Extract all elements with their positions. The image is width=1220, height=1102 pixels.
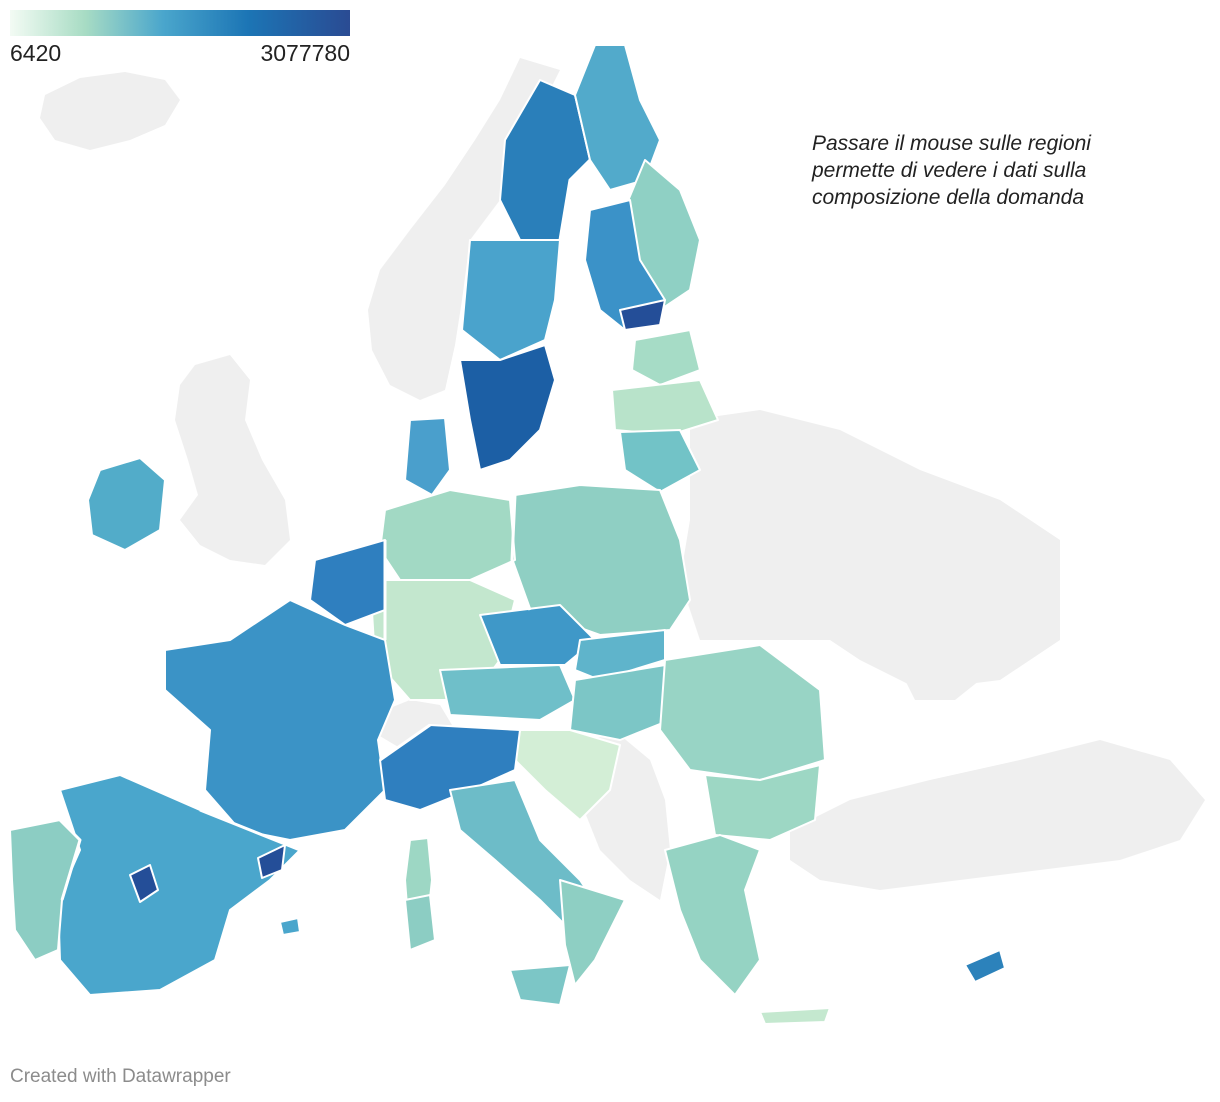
- region-bulgaria[interactable]: [704, 764, 821, 841]
- region-italy-north[interactable]: [379, 724, 521, 811]
- region-cyprus[interactable]: [964, 949, 1006, 983]
- region-france[interactable]: [164, 599, 396, 841]
- region-crete[interactable]: [759, 1007, 831, 1025]
- region-austria[interactable]: [439, 664, 576, 721]
- region-latvia[interactable]: [611, 379, 719, 436]
- legend-gradient-bar: [10, 10, 350, 36]
- region-lithuania[interactable]: [619, 429, 701, 493]
- region-sweden-central[interactable]: [461, 239, 561, 361]
- turkey: [790, 740, 1205, 890]
- region-sardinia[interactable]: [404, 894, 436, 951]
- region-estonia[interactable]: [631, 329, 701, 386]
- region-romania[interactable]: [659, 644, 826, 781]
- map-annotation: Passare il mouse sulle regioni permette …: [812, 132, 1091, 209]
- credit-text: Created with Datawrapper: [10, 1066, 231, 1087]
- region-italy-south[interactable]: [559, 879, 626, 986]
- eu-regions[interactable]: [9, 44, 1006, 1025]
- region-sicily[interactable]: [509, 964, 571, 1006]
- region-balearics[interactable]: [279, 917, 301, 936]
- country-borders: [58, 158, 592, 901]
- region-sweden-south[interactable]: [459, 344, 556, 471]
- region-greece[interactable]: [664, 834, 761, 996]
- crimea: [900, 660, 980, 700]
- eastern-europe: [680, 410, 1060, 690]
- region-denmark[interactable]: [404, 417, 451, 496]
- region-benelux[interactable]: [309, 539, 386, 626]
- region-germany-north[interactable]: [379, 489, 516, 581]
- region-barcelona[interactable]: [257, 844, 286, 879]
- legend-labels: 6420 3077780: [10, 40, 350, 67]
- legend-min-label: 6420: [10, 40, 62, 66]
- region-helsinki[interactable]: [619, 299, 666, 331]
- region-madrid[interactable]: [129, 864, 159, 903]
- region-slovenia-croatia[interactable]: [514, 729, 621, 821]
- region-hungary[interactable]: [569, 664, 671, 741]
- iceland: [40, 72, 180, 150]
- great-britain: [175, 355, 290, 565]
- legend-max-label: 3077780: [260, 40, 350, 66]
- region-ireland[interactable]: [87, 457, 166, 551]
- color-legend: 6420 3077780: [10, 10, 350, 67]
